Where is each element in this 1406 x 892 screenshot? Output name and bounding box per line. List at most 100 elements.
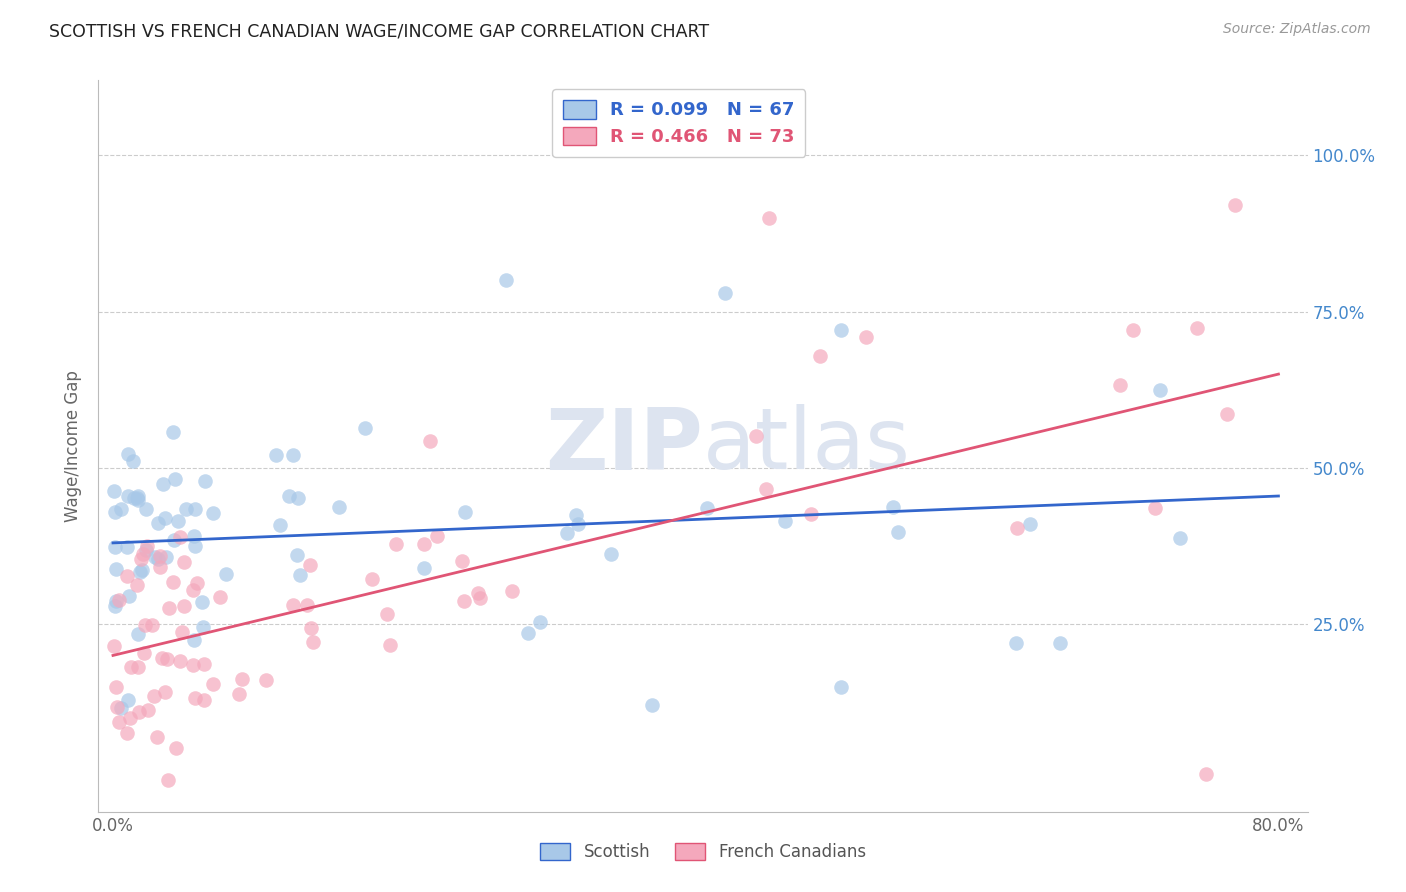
Point <box>155 550 177 565</box>
Point <box>516 626 538 640</box>
Point <box>128 705 150 719</box>
Point <box>183 529 205 543</box>
Point <box>136 702 159 716</box>
Point <box>529 615 551 629</box>
Point <box>269 517 291 532</box>
Point <box>184 690 207 705</box>
Point <box>201 506 224 520</box>
Point <box>855 330 877 344</box>
Point <box>231 673 253 687</box>
Point <box>208 590 231 604</box>
Point <box>696 500 718 515</box>
Point <box>181 582 204 597</box>
Point <box>773 514 796 528</box>
Point <box>385 537 408 551</box>
Point <box>714 285 737 300</box>
Point <box>150 650 173 665</box>
Point <box>882 500 904 514</box>
Point <box>830 323 852 337</box>
Point <box>194 474 217 488</box>
Point <box>299 621 322 635</box>
Point <box>163 533 186 548</box>
Point <box>117 540 139 554</box>
Point <box>1108 377 1130 392</box>
Point <box>181 657 204 672</box>
Point <box>830 680 852 694</box>
Point <box>467 586 489 600</box>
Point <box>156 772 179 787</box>
Point <box>108 714 131 729</box>
Point <box>1122 323 1144 337</box>
Point <box>745 429 768 443</box>
Point <box>136 539 159 553</box>
Point <box>129 566 152 580</box>
Point <box>186 576 208 591</box>
Point <box>117 693 139 707</box>
Point <box>1005 521 1028 535</box>
Point <box>228 687 250 701</box>
Point <box>378 638 401 652</box>
Point <box>131 563 153 577</box>
Legend: Scottish, French Canadians: Scottish, French Canadians <box>531 834 875 869</box>
Point <box>191 595 214 609</box>
Point <box>146 730 169 744</box>
Point <box>105 700 128 714</box>
Point <box>169 654 191 668</box>
Point <box>453 594 475 608</box>
Point <box>184 501 207 516</box>
Point <box>1168 531 1191 545</box>
Point <box>599 547 621 561</box>
Point <box>1194 767 1216 781</box>
Point <box>110 701 132 715</box>
Point <box>104 505 127 519</box>
Point <box>755 482 778 496</box>
Point <box>157 601 180 615</box>
Point <box>451 553 474 567</box>
Point <box>215 567 238 582</box>
Point <box>122 453 145 467</box>
Text: ZIP: ZIP <box>546 404 703 488</box>
Point <box>183 632 205 647</box>
Point <box>758 211 780 225</box>
Point <box>808 349 831 363</box>
Point <box>419 434 441 449</box>
Point <box>254 673 277 688</box>
Point <box>122 491 145 505</box>
Point <box>501 584 523 599</box>
Point <box>283 448 305 462</box>
Point <box>264 448 287 462</box>
Point <box>1223 198 1246 212</box>
Point <box>288 567 311 582</box>
Point <box>117 447 139 461</box>
Point <box>1049 636 1071 650</box>
Point <box>278 489 301 503</box>
Point <box>202 677 225 691</box>
Point <box>297 598 319 612</box>
Point <box>153 685 176 699</box>
Point <box>173 555 195 569</box>
Point <box>149 560 172 574</box>
Point <box>129 552 152 566</box>
Text: SCOTTISH VS FRENCH CANADIAN WAGE/INCOME GAP CORRELATION CHART: SCOTTISH VS FRENCH CANADIAN WAGE/INCOME … <box>49 22 710 40</box>
Point <box>134 618 156 632</box>
Point <box>162 425 184 439</box>
Point <box>302 635 325 649</box>
Point <box>146 516 169 530</box>
Point <box>162 575 184 590</box>
Point <box>1143 501 1166 516</box>
Point <box>565 508 588 522</box>
Point <box>495 273 517 287</box>
Point <box>134 646 156 660</box>
Point <box>170 624 193 639</box>
Point <box>120 659 142 673</box>
Point <box>183 539 205 553</box>
Point <box>193 620 215 634</box>
Point <box>127 626 149 640</box>
Point <box>143 689 166 703</box>
Point <box>353 421 375 435</box>
Point <box>360 572 382 586</box>
Point <box>127 491 149 506</box>
Point <box>110 501 132 516</box>
Y-axis label: Wage/Income Gap: Wage/Income Gap <box>65 370 83 522</box>
Point <box>375 607 398 622</box>
